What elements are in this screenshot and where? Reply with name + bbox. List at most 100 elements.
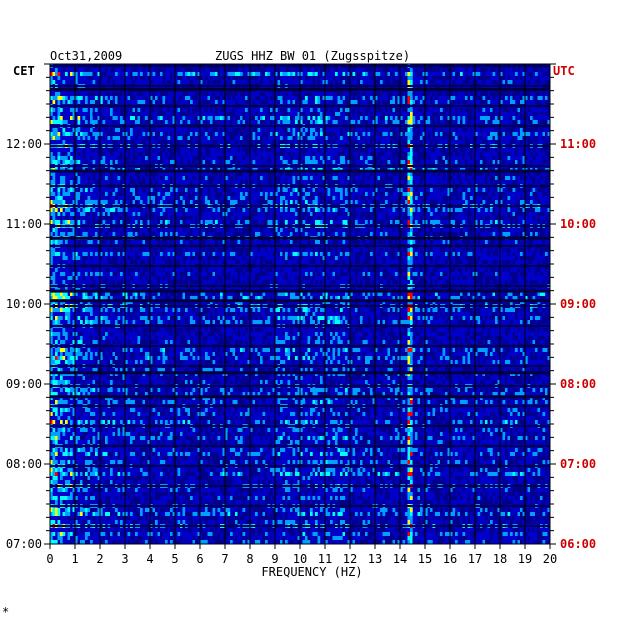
- heatmap-cell: [317, 220, 321, 224]
- heatmap-cell: [302, 112, 306, 116]
- heatmap-cell: [525, 228, 528, 232]
- heatmap-cell: [520, 136, 523, 140]
- heatmap-cell: [255, 112, 258, 116]
- heatmap-cell: [90, 76, 93, 80]
- heatmap-cell: [432, 112, 436, 116]
- heatmap-cell: [135, 108, 138, 112]
- heatmap-cell: [172, 148, 176, 152]
- heatmap-cell: [357, 96, 361, 100]
- heatmap-cell: [75, 160, 78, 164]
- heatmap-cell: [425, 108, 428, 112]
- heatmap-cell: [85, 108, 88, 112]
- heatmap-cell: [382, 192, 386, 196]
- heatmap-cell: [67, 248, 71, 252]
- heatmap-cell: [530, 72, 533, 76]
- heatmap-cell: [287, 256, 291, 260]
- heatmap-cell: [267, 72, 271, 76]
- heatmap-cell: [70, 268, 73, 272]
- heatmap-cell: [242, 68, 246, 72]
- heatmap-cell: [380, 92, 383, 96]
- heatmap-cell: [235, 156, 238, 160]
- heatmap-cell: [250, 252, 253, 256]
- heatmap-cell: [200, 200, 203, 204]
- heatmap-cell: [405, 100, 408, 104]
- heatmap-cell: [160, 220, 163, 224]
- heatmap-cell: [230, 212, 233, 216]
- heatmap-cell: [447, 180, 451, 184]
- heatmap-cell: [515, 148, 518, 152]
- heatmap-cell: [230, 252, 233, 256]
- heatmap-cell: [525, 116, 528, 120]
- heatmap-cell: [347, 156, 351, 160]
- heatmap-cell: [245, 76, 248, 80]
- heatmap-cell: [52, 212, 56, 216]
- heatmap-cell: [355, 252, 358, 256]
- heatmap-cell: [272, 96, 276, 100]
- heatmap-cell: [97, 152, 101, 156]
- heatmap-cell: [112, 148, 116, 152]
- heatmap-cell: [327, 96, 331, 100]
- heatmap-cell: [457, 160, 461, 164]
- heatmap-cell: [282, 188, 286, 192]
- heatmap-cell: [182, 220, 186, 224]
- heatmap-cell: [402, 128, 406, 132]
- heatmap-cell: [372, 192, 376, 196]
- heatmap-cell: [522, 172, 526, 176]
- heatmap-cell: [297, 72, 301, 76]
- heatmap-cell: [430, 80, 433, 84]
- heatmap-cell: [147, 252, 151, 256]
- heatmap-cell: [292, 128, 296, 132]
- heatmap-cell: [392, 156, 396, 160]
- heatmap-cell: [300, 216, 303, 220]
- heatmap-cell: [540, 176, 543, 180]
- heatmap-cell: [422, 92, 426, 96]
- heatmap-cell: [312, 128, 316, 132]
- heatmap-cell: [250, 268, 253, 272]
- heatmap-cell: [417, 132, 421, 136]
- heatmap-cell: [397, 248, 401, 252]
- heatmap-cell: [542, 156, 546, 160]
- heatmap-cell: [420, 216, 423, 220]
- heatmap-cell: [222, 248, 226, 252]
- heatmap-cell: [170, 176, 173, 180]
- heatmap-cell: [312, 256, 316, 260]
- heatmap-cell: [462, 116, 466, 120]
- heatmap-cell: [355, 100, 358, 104]
- heatmap-cell: [72, 228, 76, 232]
- heatmap-cell: [490, 268, 493, 272]
- heatmap-cell: [190, 232, 193, 236]
- heatmap-cell: [392, 132, 396, 136]
- heatmap-cell: [280, 192, 283, 196]
- heatmap-cell: [395, 140, 398, 144]
- heatmap-cell: [372, 212, 376, 216]
- heatmap-cell: [150, 252, 153, 256]
- heatmap-cell: [222, 268, 226, 272]
- heatmap-cell: [540, 248, 543, 252]
- heatmap-cell: [325, 120, 328, 124]
- heatmap-cell: [515, 72, 518, 76]
- heatmap-cell: [230, 220, 233, 224]
- heatmap-cell: [112, 256, 116, 260]
- heatmap-cell: [182, 200, 186, 204]
- heatmap-cell: [305, 92, 308, 96]
- heatmap-cell: [267, 148, 271, 152]
- heatmap-cell: [85, 160, 88, 164]
- heatmap-cell: [360, 136, 363, 140]
- heatmap-cell: [515, 92, 518, 96]
- heatmap-cell: [197, 76, 201, 80]
- heatmap-cell: [235, 132, 238, 136]
- heatmap-cell: [265, 96, 268, 100]
- heatmap-cell: [60, 180, 63, 184]
- heatmap-cell: [520, 100, 523, 104]
- heatmap-cell: [367, 228, 371, 232]
- heatmap-cell: [55, 220, 58, 224]
- heatmap-cell: [430, 220, 433, 224]
- heatmap-cell: [77, 220, 81, 224]
- heatmap-cell: [517, 136, 521, 140]
- heatmap-cell: [445, 196, 448, 200]
- heatmap-cell: [170, 152, 173, 156]
- heatmap-cell: [200, 116, 203, 120]
- heatmap-cell: [205, 132, 208, 136]
- heatmap-cell: [437, 212, 441, 216]
- heatmap-cell: [345, 228, 348, 232]
